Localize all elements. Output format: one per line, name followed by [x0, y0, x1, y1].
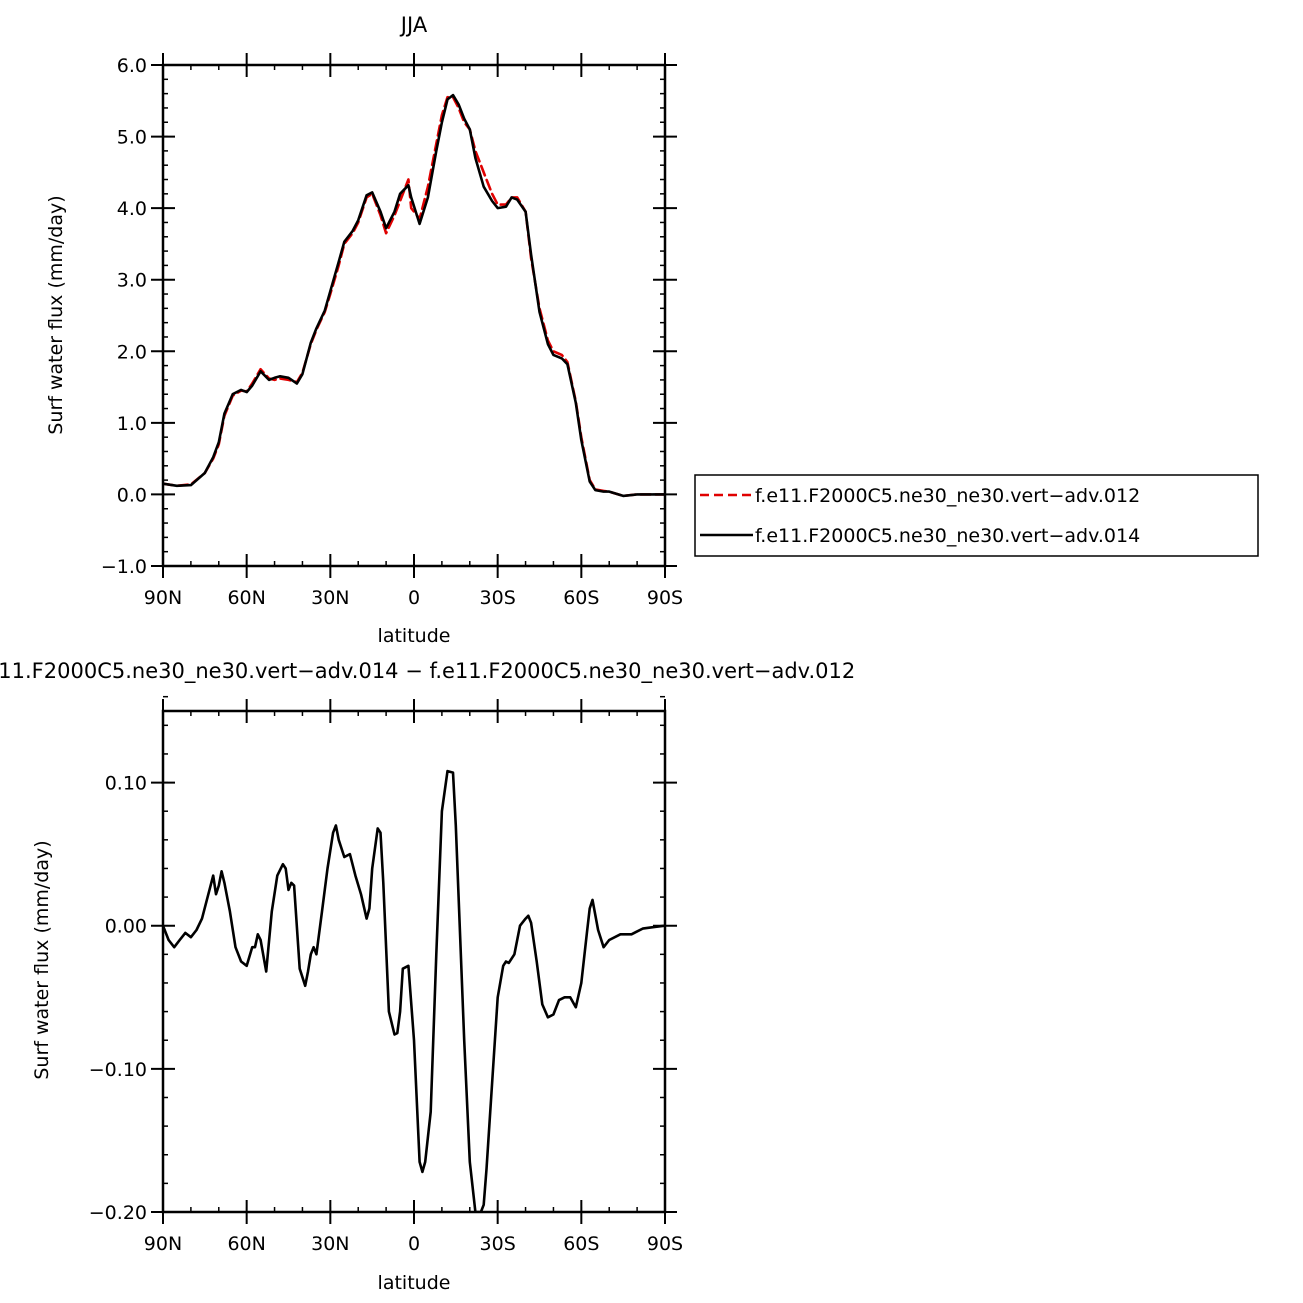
top-x-tick-label: 60N: [227, 587, 265, 609]
bottom-y-tick-label: −0.20: [89, 1202, 147, 1224]
top-y-tick-label: 6.0: [117, 55, 147, 77]
bottom-plot-frame: [161, 709, 667, 1214]
top-x-tick-label: 30S: [480, 587, 516, 609]
panel-bottom: f.e11.F2000C5.ne30_ne30.vert−adv.014 − f…: [0, 659, 855, 1294]
legend: f.e11.F2000C5.ne30_ne30.vert−adv.012 f.e…: [694, 474, 1259, 557]
top-series-line-0: [163, 95, 665, 498]
top-x-tick-label: 90S: [647, 587, 683, 609]
top-chart-title: JJA: [399, 13, 428, 37]
top-x-axis-label: latitude: [378, 625, 451, 647]
bottom-x-tick-label: 90N: [144, 1233, 182, 1255]
bottom-x-tick-label: 60S: [563, 1233, 599, 1255]
bottom-x-tick-label: 90S: [647, 1233, 683, 1255]
legend-label-012: f.e11.F2000C5.ne30_ne30.vert−adv.012: [755, 485, 1140, 507]
panel-top: JJA −1.0 0.0 1.0 2.0 3.0 4.0 5.0 6.0 90N 60N 30N 0 3…: [45, 13, 1259, 647]
bottom-y-tick-label: −0.10: [89, 1059, 147, 1081]
top-y-tick-label: 3.0: [117, 270, 147, 292]
top-y-tick-label: 2.0: [117, 341, 147, 363]
top-plot-frame: [161, 63, 667, 568]
bottom-x-tick-label: 0: [408, 1233, 420, 1255]
top-y-tick-label: 1.0: [117, 413, 147, 435]
top-y-tick-label: 0.0: [117, 484, 147, 506]
bottom-y-tick-label: 0.00: [105, 916, 147, 938]
bottom-y-tick-label: 0.10: [105, 773, 147, 795]
top-x-tick-label: 0: [408, 587, 420, 609]
top-y-tick-label: 4.0: [117, 198, 147, 220]
bottom-x-tick-label: 60N: [227, 1233, 265, 1255]
bottom-series-line-0: [163, 769, 665, 1212]
bottom-x-axis-label: latitude: [378, 1272, 451, 1294]
bottom-x-tick-label: 30S: [480, 1233, 516, 1255]
top-series-line-1: [163, 93, 665, 498]
top-x-tick-label: 30N: [311, 587, 349, 609]
bottom-x-tick-label: 30N: [311, 1233, 349, 1255]
top-y-tick-label: −1.0: [101, 556, 147, 578]
legend-label-014: f.e11.F2000C5.ne30_ne30.vert−adv.014: [755, 525, 1140, 547]
top-y-axis-label: Surf water flux (mm/day): [45, 195, 67, 434]
top-x-tick-label: 60S: [563, 587, 599, 609]
bottom-chart-title: f.e11.F2000C5.ne30_ne30.vert−adv.014 − f…: [0, 659, 855, 684]
top-x-tick-label: 90N: [144, 587, 182, 609]
bottom-y-axis-label: Surf water flux (mm/day): [31, 840, 53, 1079]
top-y-tick-label: 5.0: [117, 127, 147, 149]
legend-box: [694, 474, 1259, 557]
